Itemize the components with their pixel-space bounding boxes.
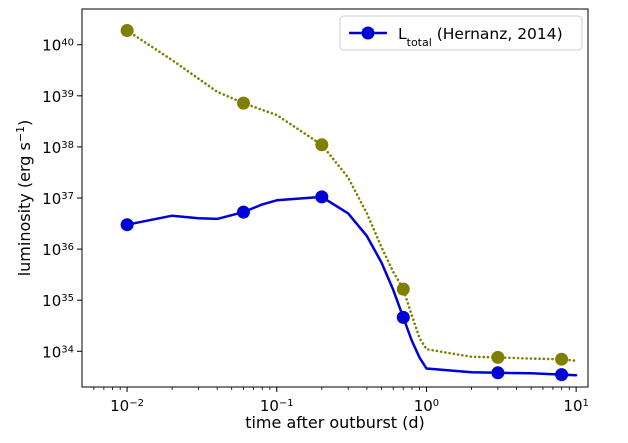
plot-frame — [81, 8, 589, 388]
plot-content — [120, 24, 578, 382]
y-tick-label: 1035 — [42, 292, 74, 310]
y-tick-label: 1038 — [42, 139, 74, 157]
y-axis-ticks: 1034 1035 1036 1037 1038 1039 1040 — [42, 37, 82, 361]
legend-label-main: L — [398, 25, 407, 43]
series-line-0 — [125, 195, 578, 377]
y-tick-label: 1039 — [42, 88, 74, 106]
series-0-marker — [237, 205, 250, 219]
y-tick-label: 1037 — [42, 190, 74, 208]
legend-marker-sample — [361, 26, 375, 40]
x-axis-label: time after outburst (d) — [245, 413, 425, 432]
legend: Ltotal (Hernanz, 2014) — [339, 15, 583, 51]
series-line-1 — [125, 29, 578, 363]
legend-box — [339, 15, 583, 51]
series-0-marker — [555, 368, 569, 382]
legend-label: Ltotal (Hernanz, 2014) — [398, 25, 563, 49]
y-tick-label: 1036 — [42, 241, 74, 259]
series-1-marker — [396, 282, 410, 296]
series-1-marker — [237, 96, 250, 110]
y-axis-label-base: luminosity (erg s — [15, 142, 34, 276]
x-tick-label: 101 — [563, 397, 588, 415]
legend-label-sub: total — [407, 36, 432, 49]
series-1-marker — [315, 138, 329, 152]
series-1-marker — [120, 24, 134, 37]
y-axis-label-close: ) — [15, 120, 34, 126]
y-axis-label: luminosity (erg s−1) — [14, 120, 35, 277]
series-0-marker — [396, 310, 410, 324]
series-1-marker — [491, 350, 505, 364]
y-tick-label: 1034 — [42, 343, 74, 361]
series-0-marker — [315, 190, 329, 204]
y-axis-label-sup: −1 — [14, 126, 27, 142]
series-0-marker — [491, 366, 505, 380]
series-0-marker — [120, 218, 134, 232]
y-tick-label: 1040 — [42, 37, 74, 55]
x-tick-label: 10−2 — [110, 397, 144, 415]
x-tick-label: 100 — [414, 397, 439, 415]
series-1-marker — [555, 352, 569, 366]
x-tick-label: 10−1 — [260, 397, 294, 415]
legend-label-rest: (Hernanz, 2014) — [432, 25, 563, 43]
x-axis-ticks: 10−2 10−1 100 101 — [93, 387, 589, 415]
